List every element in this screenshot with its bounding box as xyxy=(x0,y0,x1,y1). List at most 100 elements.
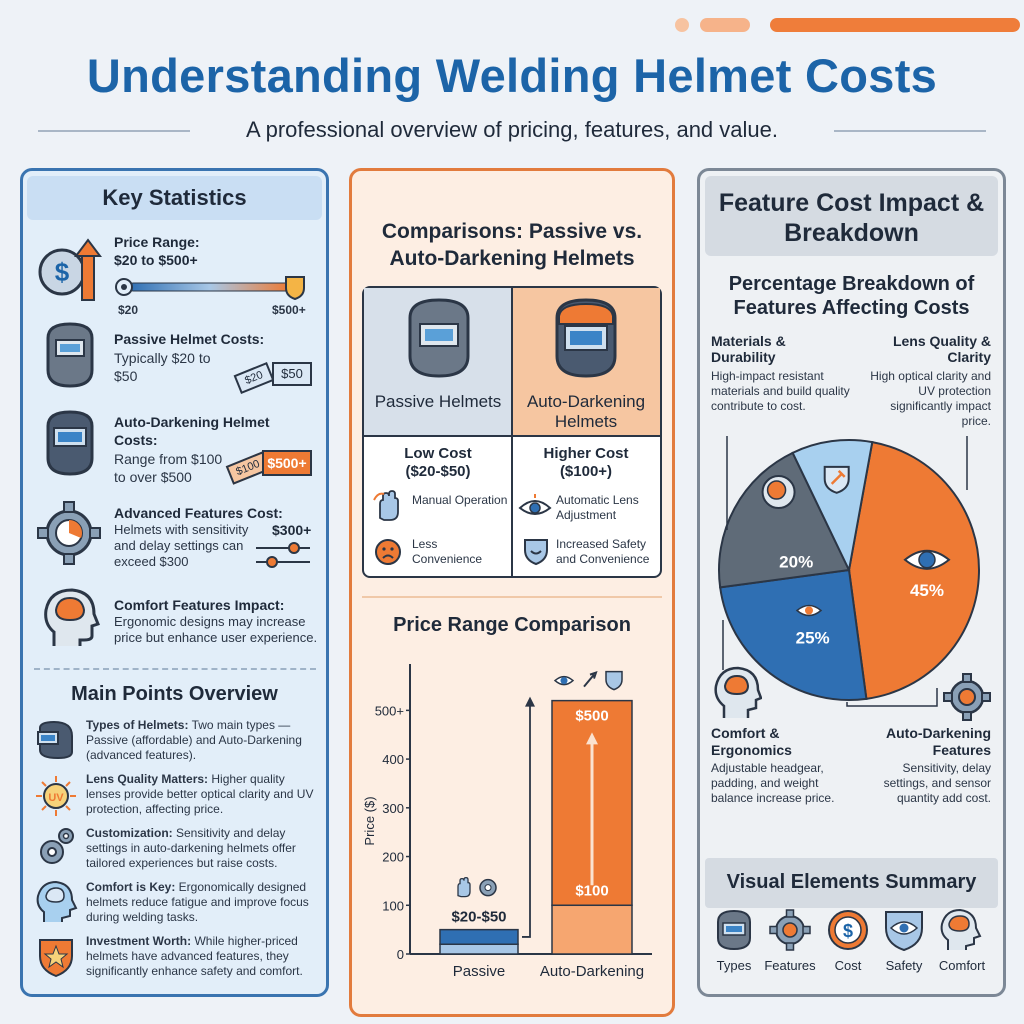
eye-icon xyxy=(518,494,552,515)
materials-title: Materials & Durability xyxy=(711,333,786,365)
pie-chart-title: Percentage Breakdown of Features Affecti… xyxy=(728,273,975,319)
main-point-4-text: Ergonomically designed helmets reduce fa… xyxy=(86,880,309,924)
gears-icon xyxy=(40,828,74,864)
auto-helmet-icon xyxy=(46,410,94,476)
price-tag-500: $500+ xyxy=(262,450,312,476)
gear-features-icon xyxy=(943,673,991,721)
auto-features-title: Auto-Darkening Features xyxy=(886,725,991,758)
gear-hub xyxy=(484,884,492,892)
auto-base-bar xyxy=(551,904,633,955)
features-gear-icon xyxy=(769,909,811,951)
pie-slice-auto xyxy=(719,568,868,701)
passive-range: ($20-$50) xyxy=(405,463,471,480)
main-point-5-text: While higher-priced helmets have advance… xyxy=(86,934,303,978)
decor-bar-short xyxy=(700,18,750,32)
auto-leader xyxy=(846,688,938,707)
passive-bar-icons xyxy=(457,876,497,898)
auto-feature-2: Increased Safety and Convenience xyxy=(556,537,650,566)
uv-sun-icon: UV xyxy=(36,776,76,816)
main-point-2: Lens Quality Matters: Higher quality len… xyxy=(86,772,318,817)
auto-low-label: $100 xyxy=(575,882,608,899)
summary-safety-label: Safety xyxy=(885,958,923,973)
main-point-3: Customization: Sensitivity and delay set… xyxy=(86,826,318,871)
auto-arrow-head xyxy=(586,732,598,745)
comfort-text: Adjustable headgear, padding, and weight… xyxy=(711,761,835,805)
auto-features-text: Sensitivity, delay settings, and sensor … xyxy=(883,761,991,805)
torch-icon xyxy=(583,671,598,688)
uv-label: UV xyxy=(48,792,64,804)
pie-slice-materials xyxy=(791,439,874,574)
main-point-2-text: Higher quality lenses provide better opt… xyxy=(86,772,314,816)
key-statistics-panel xyxy=(20,168,329,997)
lens-eye-pupil xyxy=(918,551,936,569)
x-tick-label: Auto-Darkening xyxy=(540,963,644,980)
safety-shield-eye-icon xyxy=(885,911,923,952)
lens-title: Lens Quality & Clarity xyxy=(892,333,991,365)
auto-range: ($100+) xyxy=(559,463,613,480)
x-tick-label: Passive xyxy=(453,963,506,980)
page-title: Understanding Welding Helmet Costs xyxy=(86,49,938,102)
main-point-1: Types of Helmets: Two main types — Passi… xyxy=(86,718,318,763)
gear-chart-icon xyxy=(37,501,101,565)
comfort-brain-icon xyxy=(766,480,787,500)
passive-name: Passive Helmets xyxy=(374,392,502,411)
feature-pie-chart: 45% 25% 20% xyxy=(718,436,980,707)
cost-coin-icon: $ xyxy=(828,910,868,950)
shield-smile-icon xyxy=(524,539,548,566)
auto-cost-label: Auto-Darkening Helmet Costs: xyxy=(114,413,294,449)
head-brain-icon xyxy=(44,588,100,646)
decor-dot xyxy=(675,18,689,32)
dollar-glyph: $ xyxy=(55,257,70,287)
price-range-max: $500+ xyxy=(272,303,306,317)
passive-base-bar xyxy=(439,943,519,955)
passive-helmet-icon xyxy=(46,322,94,388)
auto-bar-icons xyxy=(553,670,623,691)
lens-text: High optical clarity and UV protection s… xyxy=(870,369,991,428)
auto-cost: Higher Cost xyxy=(543,445,629,462)
auto-feature-1: Automatic Lens Adjustment xyxy=(556,493,639,522)
eye-pupil xyxy=(560,677,568,685)
bar-chart-title: Price Range Comparison xyxy=(393,614,631,636)
price-tag-50: $50 xyxy=(272,362,312,386)
column-divider xyxy=(511,288,513,576)
shield-star-icon xyxy=(39,939,73,978)
comfort-title: Comfort & Ergonomics xyxy=(711,725,792,758)
summary-cost-label: Cost xyxy=(834,958,862,973)
section-divider xyxy=(34,668,316,670)
passive-helmet-large-icon xyxy=(408,298,470,378)
main-point-3-text: Sensitivity and delay settings in auto-d… xyxy=(86,826,296,870)
decor-bar-long xyxy=(770,18,1020,32)
passive-cost-text: Typically $20 to $50 xyxy=(114,350,211,384)
materials-hammer-icon xyxy=(830,469,846,485)
auto-name: Auto-Darkening Helmets xyxy=(526,392,646,431)
auto-high-label: $500 xyxy=(575,707,608,724)
head-comfort-icon xyxy=(36,880,78,922)
connector-arrowhead xyxy=(525,696,535,707)
auto-eye-pupil xyxy=(804,606,813,615)
hand-icon xyxy=(457,876,471,898)
main-point-4: Comfort is Key: Ergonomically designed h… xyxy=(86,880,318,925)
main-point-5-bold: Investment Worth: xyxy=(86,934,192,948)
advanced-cost-tag: $300+ xyxy=(272,522,312,538)
main-point-2-bold: Lens Quality Matters: xyxy=(86,772,209,786)
shield-icon xyxy=(605,670,623,691)
passive-range-bar xyxy=(439,928,519,946)
head-brain-small-icon xyxy=(714,666,762,718)
materials-text: High-impact resistant materials and buil… xyxy=(711,369,850,413)
y-tick-label: 300 xyxy=(382,801,404,816)
passive-feature-1: Manual Operation xyxy=(412,493,508,507)
main-points-title: Main Points Overview xyxy=(71,683,278,705)
summary-comfort-label: Comfort xyxy=(938,958,986,973)
y-axis-label: Price ($) xyxy=(362,796,377,845)
connector-line xyxy=(522,698,531,938)
helmet-side-icon xyxy=(37,720,73,760)
main-point-3-bold: Customization: xyxy=(86,826,173,840)
pie-slice-comfort xyxy=(718,451,851,589)
pie-pct-label: 45% xyxy=(910,581,944,600)
price-range-slider xyxy=(115,276,305,300)
feature-impact-title: Feature Cost Impact & Breakdown xyxy=(705,176,998,256)
visual-summary-title: Visual Elements Summary xyxy=(726,871,977,893)
passive-range-label: $20-$50 xyxy=(451,909,506,926)
comparison-divider xyxy=(362,596,662,598)
sad-face-icon xyxy=(375,539,401,565)
